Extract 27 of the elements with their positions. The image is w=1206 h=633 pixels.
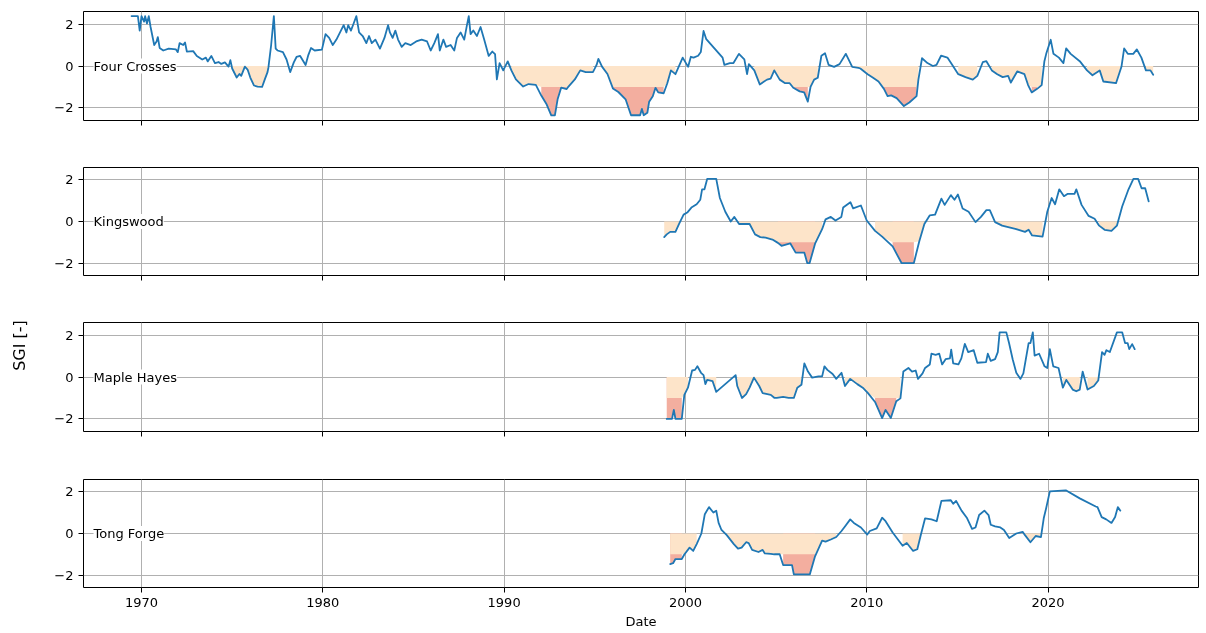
text: Four Crosses xyxy=(93,58,177,74)
y-tick-label: −2 xyxy=(54,567,74,583)
x-tick-label: 2020 xyxy=(1031,594,1065,610)
x-tick-label: 1980 xyxy=(306,594,340,610)
y-tick-label: 2 xyxy=(65,484,74,500)
y-tick-label: 2 xyxy=(65,16,74,32)
y-axis-title: SGI [-] xyxy=(9,320,29,371)
y-tick-label: −2 xyxy=(54,100,74,116)
y-tick-label: 2 xyxy=(65,327,74,343)
line-series xyxy=(665,331,1136,420)
x-tick-label: 1990 xyxy=(487,594,521,610)
y-tick-label: 0 xyxy=(65,526,74,541)
text: Kingswood xyxy=(93,214,164,229)
x-tick-label: 1970 xyxy=(124,594,159,610)
line-series xyxy=(663,178,1150,264)
x-axis-title: Date xyxy=(625,613,657,629)
y-tick-label: −2 xyxy=(54,411,74,427)
x-tick-label: 2000 xyxy=(668,594,702,610)
y-tick-label: 0 xyxy=(65,58,74,74)
y-tick-label: 2 xyxy=(65,172,74,188)
line-series xyxy=(669,489,1122,576)
text: Maple Hayes xyxy=(93,369,178,385)
text: Tong Forge xyxy=(92,526,165,541)
y-tick-label: 0 xyxy=(65,369,74,385)
y-tick-label: −2 xyxy=(54,255,74,271)
x-tick-label: 2010 xyxy=(850,594,884,610)
y-tick-label: 0 xyxy=(65,214,74,229)
